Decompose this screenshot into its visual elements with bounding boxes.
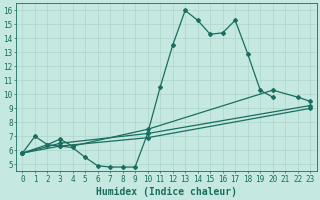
- X-axis label: Humidex (Indice chaleur): Humidex (Indice chaleur): [96, 186, 237, 197]
